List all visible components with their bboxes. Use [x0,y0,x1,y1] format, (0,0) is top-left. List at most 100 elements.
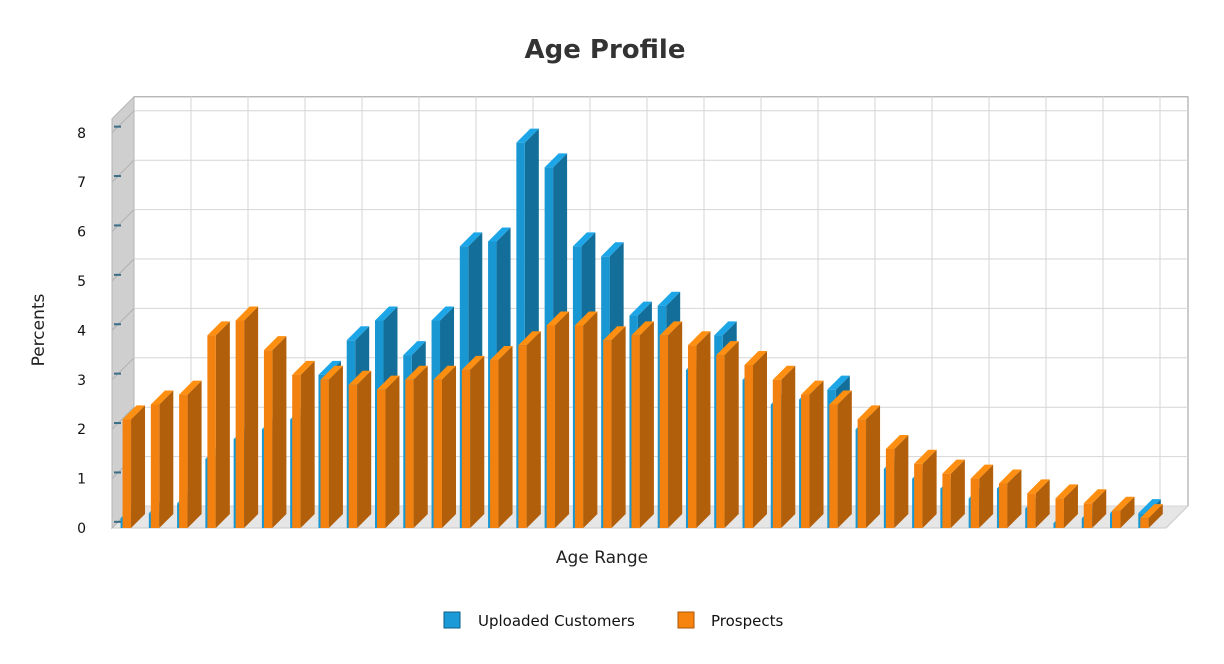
bar-prospects [631,321,654,528]
bar-prospects [603,326,626,528]
bar-prospects-front [292,374,301,528]
y-tick-label: 5 [77,274,86,290]
bar-prospects [1055,484,1078,528]
bar-uploaded-customers-top [459,232,483,247]
bar-prospects-side [442,365,457,528]
bar-prospects [574,311,598,528]
y-tick-label: 0 [77,521,86,537]
bar-prospects [914,449,937,528]
bar-prospects-front [1083,503,1093,528]
chart-title: Age Profile [525,35,686,65]
bar-prospects-front [433,379,443,528]
bar-prospects-front [546,325,556,528]
bar-prospects-top [574,311,598,326]
bar-uploaded-customers-top [657,291,681,306]
y-axis-title: Percents [29,293,49,366]
bar-prospects-top [235,306,259,321]
bar-prospects-top [179,380,202,395]
bar-prospects-top [603,326,626,341]
y-tick-label: 1 [77,472,86,488]
bar-prospects [376,375,400,528]
x-axis-title: Age Range [556,548,648,568]
bar-prospects-top [914,449,937,464]
bar-prospects-top [659,321,683,336]
bar-prospects-top [1083,489,1107,504]
bar-prospects-side [244,306,259,528]
bar-prospects-top [942,459,965,474]
bar-prospects-side [300,360,315,528]
bar-prospects [207,321,230,528]
bar-prospects [292,360,315,528]
bar-prospects-front [1027,493,1036,528]
bar-prospects-side [668,321,683,528]
grid-line-side [111,159,135,183]
bar-prospects-top [207,321,230,336]
bar-prospects-front [631,335,640,528]
bar-prospects [546,311,570,528]
bar-prospects [885,434,909,528]
bar-prospects-side [215,321,230,528]
bar-prospects-front [461,369,471,528]
bar-prospects-front [772,379,782,528]
bar-prospects-front [574,325,584,528]
bar-prospects-front [801,394,810,528]
bar-prospects-top [122,405,146,420]
bar-uploaded-customers-top [488,227,511,242]
legend-swatch-uploaded-customers [443,611,461,629]
legend-item-prospects[interactable]: Prospects [677,611,783,630]
bar-prospects-side [809,380,824,528]
bar-prospects-top [376,375,400,390]
bar-prospects [857,405,881,528]
y-tick-label: 2 [77,422,86,438]
bar-prospects-side [583,311,598,528]
bar-prospects-front [1112,510,1121,528]
bar-prospects [659,321,683,528]
bar-prospects [1112,496,1135,528]
y-tick-label: 7 [77,175,86,191]
bar-prospects-side [470,355,485,528]
bar-prospects-side [639,321,654,528]
bar-prospects-top [461,355,485,370]
bar-prospects-front [320,379,329,528]
bar-prospects-side [837,390,852,528]
bar-prospects [518,331,541,528]
bar-prospects-top [744,350,767,365]
bar-prospects-front [405,379,414,528]
bar-prospects-top [857,405,881,420]
bar-prospects-front [885,448,895,528]
bar-prospects-side [781,365,796,528]
bar-prospects-top [970,464,994,479]
bar-prospects-top [292,360,315,375]
bar-prospects-front [376,389,386,528]
bar-prospects-front [1140,518,1149,528]
bar-prospects [405,365,428,528]
bar-prospects-side [696,331,711,528]
bar-prospects-side [950,459,965,528]
bar-prospects-top [490,346,513,361]
bar-prospects-front [150,404,160,528]
legend-label-uploaded-customers: Uploaded Customers [478,612,635,630]
y-tick-label: 8 [77,126,86,142]
bar-uploaded-customers-top [629,301,652,316]
bar-prospects-top [772,365,796,380]
bar-prospects-top [716,341,739,356]
bar-prospects [1027,479,1050,528]
bar-prospects-front [829,404,838,528]
bar-prospects-side [1035,479,1050,528]
bar-prospects-top [1140,504,1163,519]
bar-prospects-top [801,380,824,395]
bar-prospects-top [1112,496,1135,511]
bar-prospects-side [385,375,400,528]
legend: Uploaded Customers Prospects [443,611,783,630]
bar-prospects-top [998,469,1022,484]
y-tick-label: 6 [77,225,86,241]
bar-uploaded-customers-top [516,128,539,143]
bar-prospects [150,390,174,528]
bar-prospects-top [150,390,174,405]
bar-prospects-front [518,345,527,528]
legend-item-uploaded-customers[interactable]: Uploaded Customers [443,611,635,630]
bar-prospects-side [922,449,937,528]
bar-uploaded-customers-top [374,306,398,321]
bar-prospects [744,350,767,528]
